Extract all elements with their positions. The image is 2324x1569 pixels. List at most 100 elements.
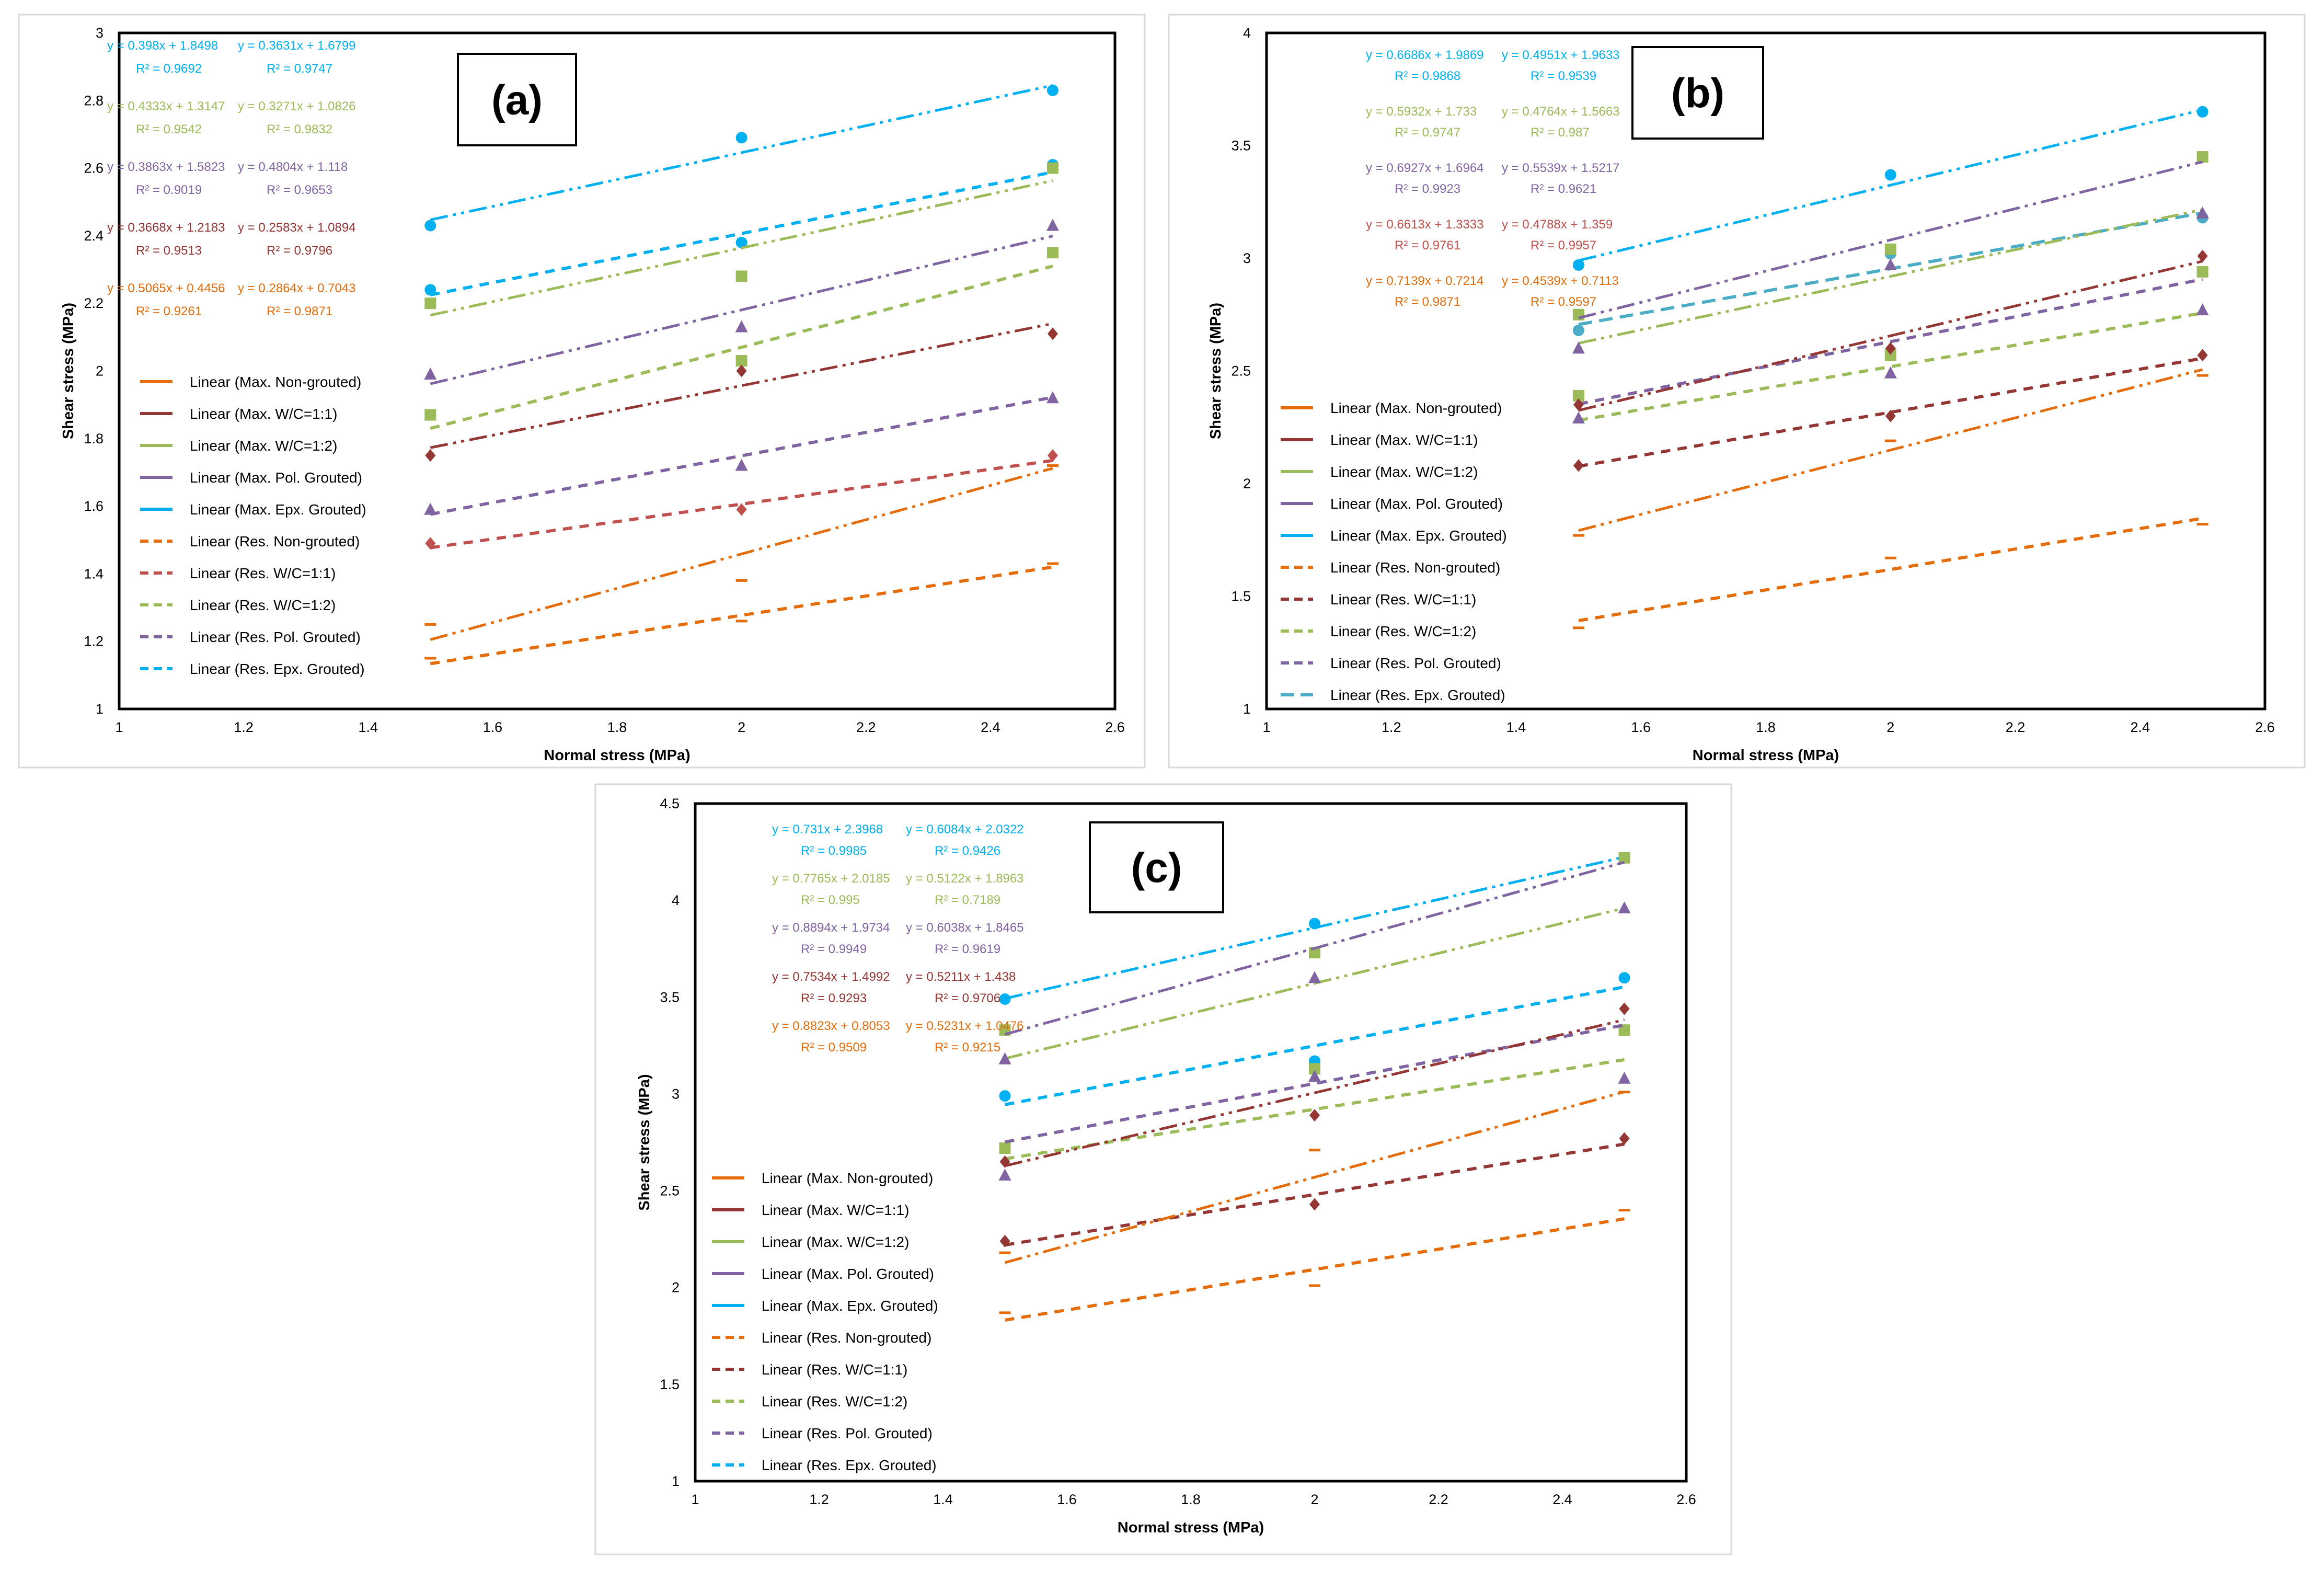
equation-text: y = 0.8823x + 0.8053 <box>772 1019 890 1033</box>
y-tick-label: 2.5 <box>660 1183 680 1199</box>
y-tick-label: 1.8 <box>84 431 103 446</box>
data-point <box>1309 918 1320 930</box>
data-point <box>1309 1109 1320 1122</box>
x-tick-label: 2 <box>1886 719 1894 735</box>
legend-label: Linear (Res. Non-grouted) <box>1330 559 1500 576</box>
x-tick-label: 2.6 <box>1105 719 1125 735</box>
x-tick-label: 2.4 <box>981 719 1000 735</box>
x-tick-label: 2.2 <box>1429 1492 1448 1507</box>
data-point <box>1884 349 1896 361</box>
trendline-wc11-max <box>1578 260 2203 412</box>
trendline-wc12-res <box>430 265 1053 430</box>
y-axis-title: Shear stress (MPa) <box>1207 303 1224 439</box>
x-tick-label: 1 <box>115 719 123 735</box>
x-tick-label: 1.8 <box>1756 719 1776 735</box>
trendline-epx-res <box>1004 985 1625 1106</box>
data-point <box>2197 349 2208 362</box>
r-squared-text: R² = 0.9761 <box>1395 238 1460 253</box>
trendline-non-max <box>1004 1090 1625 1264</box>
equation-text: y = 0.5231x + 1.0476 <box>906 1019 1024 1033</box>
trendline-wc12-max <box>1578 208 2203 345</box>
legend-label: Linear (Max. Pol. Grouted) <box>1330 496 1503 512</box>
r-squared-text: R² = 0.9621 <box>1531 182 1596 196</box>
legend-label: Linear (Max. Non-grouted) <box>762 1170 933 1186</box>
series-pol-res <box>424 391 1059 516</box>
equation-text: y = 0.8894x + 1.9734 <box>772 921 890 935</box>
chart-panel-c: 1 1.2 1.4 1.6 1.8 2 2.2 2.4 2.6 1 1.5 2 2.5 3 3.5 4 4.5 N… <box>594 783 1732 1555</box>
data-point <box>999 1142 1011 1154</box>
data-point <box>1884 258 1897 270</box>
data-point <box>735 355 747 367</box>
equation-text: y = 0.3863x + 1.5823 <box>107 160 225 174</box>
trendline-epx-res <box>430 170 1053 296</box>
data-point <box>424 409 436 421</box>
data-point <box>424 297 436 310</box>
x-tick-label: 1.4 <box>933 1492 953 1507</box>
x-tick-label: 2.6 <box>1676 1492 1696 1507</box>
y-tick-label: 1.6 <box>84 498 103 514</box>
chart-panel-b: 1 1.2 1.4 1.6 1.8 2 2.2 2.4 2.6 1 1.5 2 2.5 3 3.5 4 Norm… <box>1168 14 2306 769</box>
series-non-max <box>424 464 1059 641</box>
legend-label: Linear (Res. W/C=1:2) <box>190 597 336 613</box>
x-tick-label: 1 <box>1262 719 1270 735</box>
legend-label: Linear (Max. W/C=1:1) <box>762 1202 909 1218</box>
data-point <box>2197 249 2208 262</box>
y-axis-title: Shear stress (MPa) <box>60 303 77 439</box>
y-tick-label: 1.5 <box>1231 589 1251 604</box>
equation-text: y = 0.731x + 2.3968 <box>772 822 883 837</box>
data-point <box>1885 409 1896 422</box>
legend-label: Linear (Res. Non-grouted) <box>762 1330 931 1346</box>
equation-text: y = 0.2864x + 0.7043 <box>238 281 356 295</box>
trendline-wc12-res <box>1005 1058 1625 1161</box>
equation-text: y = 0.4788x + 1.359 <box>1502 217 1613 232</box>
data-point <box>1884 243 1896 255</box>
y-tick-label: 2.4 <box>84 228 103 244</box>
y-tick-label: 3.5 <box>1231 138 1251 154</box>
r-squared-text: R² = 0.9426 <box>935 844 1000 858</box>
data-point <box>1046 219 1059 231</box>
r-squared-text: R² = 0.995 <box>801 893 860 907</box>
legend-label: Linear (Max. Epx. Grouted) <box>190 501 366 518</box>
panel-border <box>1168 14 2306 769</box>
trendline-pol-res <box>1578 278 2203 406</box>
y-tick-label: 1.2 <box>84 634 103 649</box>
r-squared-text: R² = 0.9653 <box>267 183 332 197</box>
data-point <box>1309 1063 1320 1075</box>
r-squared-text: R² = 0.9019 <box>136 183 202 197</box>
data-point <box>1618 1024 1630 1036</box>
equation-text: y = 0.5122x + 1.8963 <box>906 872 1024 886</box>
data-point <box>998 1052 1011 1064</box>
x-axis-title: Normal stress (MPa) <box>1118 1519 1264 1536</box>
equation-text: y = 0.3631x + 1.6799 <box>238 39 356 53</box>
x-tick-label: 1.8 <box>607 719 627 735</box>
r-squared-text: R² = 0.9509 <box>801 1040 867 1055</box>
equation-text: y = 0.3271x + 1.0826 <box>238 99 356 113</box>
panel-label-box <box>1089 821 1224 913</box>
trendline-wc12-res <box>1578 311 2203 422</box>
r-squared-text: R² = 0.9539 <box>1531 69 1596 83</box>
equation-text: y = 0.7765x + 2.0185 <box>772 872 890 886</box>
data-point <box>1884 169 1896 181</box>
y-tick-label: 1.4 <box>84 566 103 581</box>
legend-label: Linear (Max. Non-grouted) <box>190 374 361 390</box>
panel-border <box>18 14 1146 769</box>
y-tick-label: 1 <box>96 701 103 717</box>
equation-text: y = 0.6038x + 1.8465 <box>906 921 1024 935</box>
plot-frame <box>694 802 1688 1483</box>
r-squared-text: R² = 0.9215 <box>935 1040 1000 1055</box>
series-non-res <box>999 1209 1630 1322</box>
x-tick-label: 1 <box>691 1492 699 1507</box>
data-point <box>2196 303 2209 316</box>
data-point <box>1047 327 1058 340</box>
trendline-non-max <box>430 467 1053 641</box>
r-squared-text: R² = 0.9747 <box>267 62 332 76</box>
data-point <box>1308 971 1321 983</box>
data-point <box>1618 1071 1631 1084</box>
legend-label: Linear (Res. Epx. Grouted) <box>762 1457 937 1473</box>
data-point <box>998 1168 1011 1181</box>
plot-frame <box>1265 31 2267 711</box>
legend-label: Linear (Res. Non-grouted) <box>190 533 360 549</box>
trendline-pol-max <box>1004 861 1625 1036</box>
data-point <box>735 320 748 333</box>
series-epx-max <box>1572 106 2208 271</box>
